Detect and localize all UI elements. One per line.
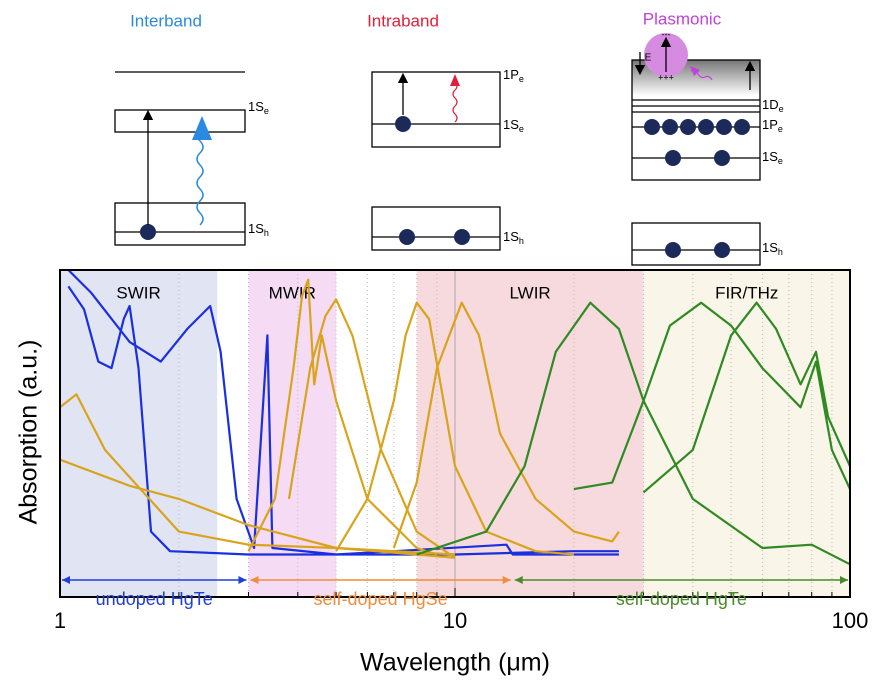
level-label: 1Pe — [503, 67, 524, 84]
diagram-title: Plasmonic — [643, 9, 722, 28]
spectrum-line — [416, 301, 850, 566]
charge-label: +++ — [658, 72, 674, 82]
arrow-head — [840, 576, 848, 584]
x-tick-label: 10 — [443, 608, 467, 633]
region-label: SWIR — [116, 283, 160, 302]
level-label: 1Se — [503, 117, 524, 134]
plasmonic-diagram: Plasmonic --- +++ E 1De 1Pe 1Se 1Sh — [631, 9, 784, 266]
arrow-head — [62, 576, 70, 584]
range-label: self-doped HgSe — [314, 589, 448, 609]
spectrum-line — [247, 278, 438, 556]
diagram-title: Intraband — [367, 11, 439, 30]
field-label: E — [645, 53, 652, 64]
level-label: 1Se — [248, 99, 269, 116]
range-label: undoped HgTe — [96, 589, 213, 609]
level-label: 1Sh — [248, 221, 269, 238]
level-label: 1De — [762, 97, 784, 114]
region — [643, 270, 850, 597]
x-tick-label: 1 — [54, 608, 66, 633]
region — [60, 270, 218, 597]
spectrum-line — [392, 301, 620, 549]
level-label: 1Sh — [503, 229, 524, 246]
spectrum-line — [335, 301, 574, 556]
arrow-head — [250, 576, 259, 584]
intraband-diagram: Intraband 1Pe 1Se 1Sh — [367, 11, 524, 251]
level-label: 1Se — [762, 149, 783, 166]
x-tick-label: 100 — [832, 608, 869, 633]
charge-label: --- — [662, 29, 671, 39]
interband-diagram: Interband 1Se 1Sh — [114, 11, 269, 246]
plot-frame — [59, 269, 851, 598]
region-label: LWIR — [509, 283, 550, 302]
curves — [60, 270, 850, 566]
diagram-title: Interband — [130, 11, 202, 30]
region-label: FIR/THz — [715, 283, 778, 302]
level-label: 1Sh — [762, 240, 783, 257]
level-label: 1Pe — [762, 117, 783, 134]
x-axis-label: Wavelength (μm) — [360, 649, 550, 677]
range-label: self-doped HgTe — [616, 589, 747, 609]
region — [248, 270, 337, 597]
arrow-head — [238, 576, 247, 584]
arrow-head — [514, 576, 523, 584]
spectrum-line — [287, 298, 456, 559]
arrow-head — [502, 576, 511, 584]
y-axis-label: Absorption (a.u.) — [15, 340, 43, 525]
spectrum-line — [67, 270, 619, 556]
spectrum-line — [642, 301, 850, 494]
spectrum-line — [573, 301, 850, 491]
